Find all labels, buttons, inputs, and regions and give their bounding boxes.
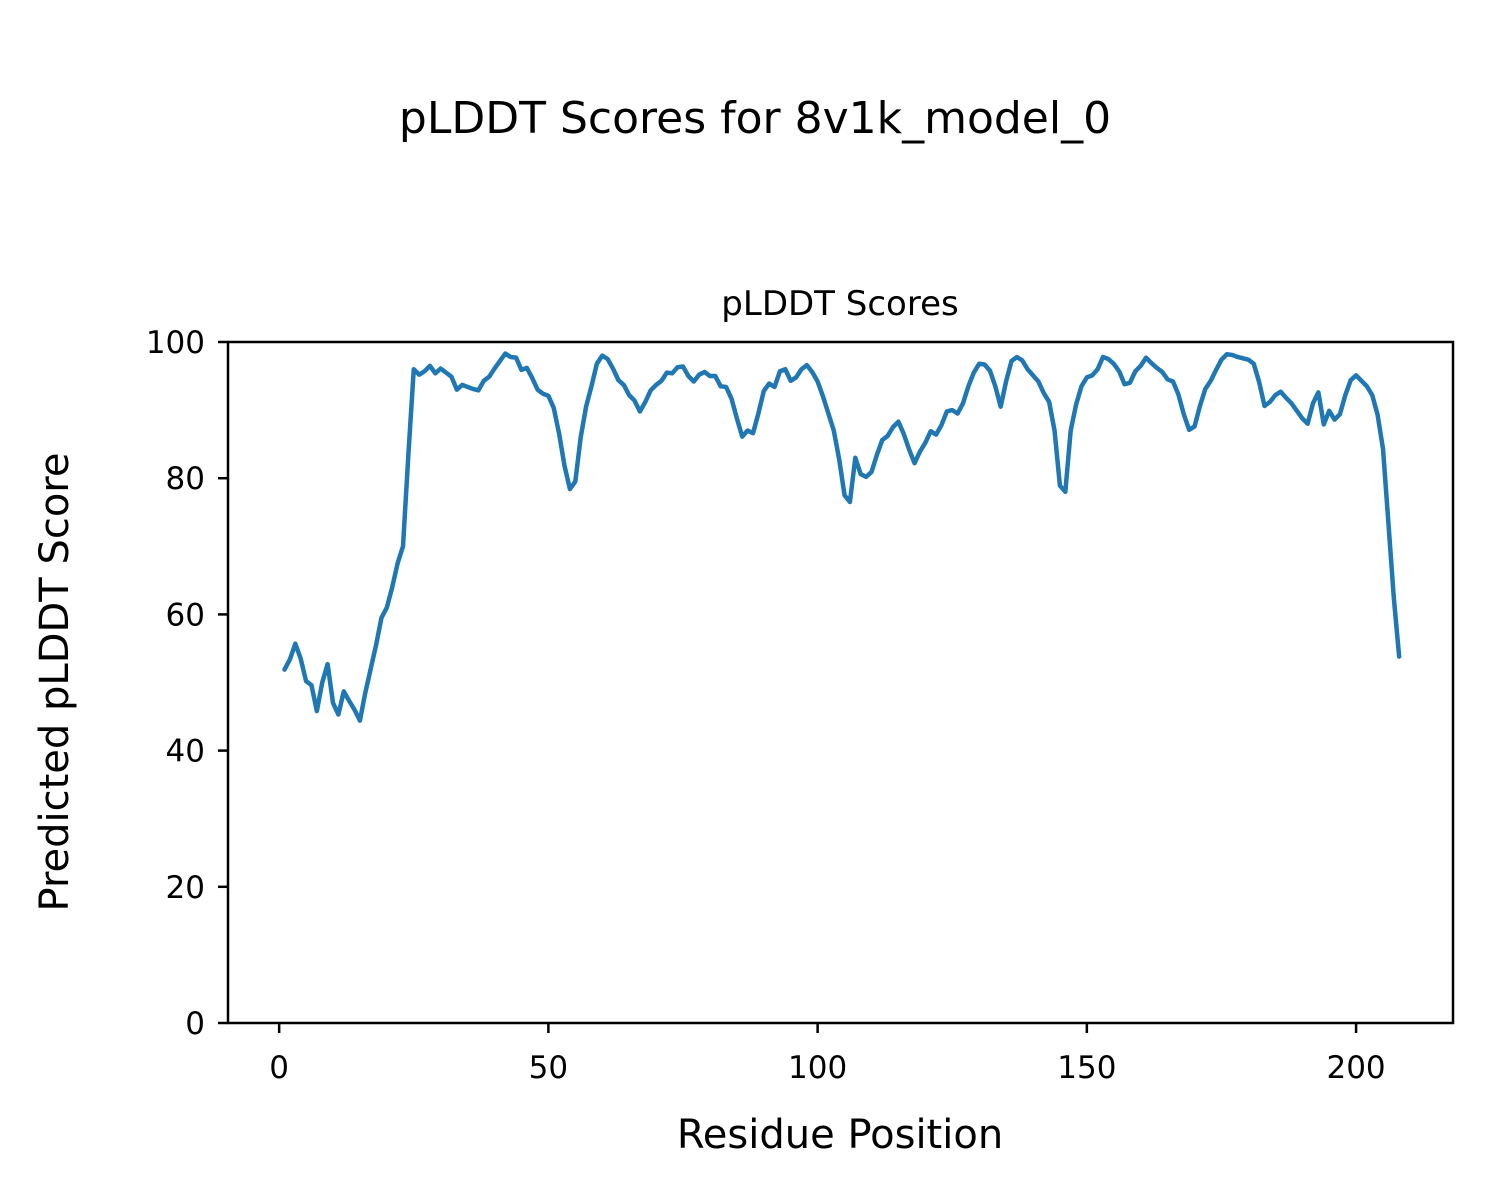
axes-title: pLDDT Scores [721, 284, 958, 324]
plddt-line [282, 351, 1402, 723]
y-tick-label: 100 [146, 325, 205, 361]
x-tick-label: 100 [788, 1050, 847, 1086]
y-tick-label: 20 [166, 870, 205, 906]
figure-title: pLDDT Scores for 8v1k_model_0 [399, 93, 1111, 144]
x-tick-label: 0 [269, 1050, 289, 1086]
y-tick-label: 40 [166, 734, 205, 770]
y-tick-label: 60 [166, 597, 205, 633]
x-tick-label: 200 [1326, 1050, 1385, 1086]
y-tick-label: 0 [185, 1006, 205, 1042]
y-axis-label: Predicted pLDDT Score [32, 453, 78, 912]
plot-border [226, 340, 1455, 1025]
x-axis-label: Residue Position [677, 1112, 1003, 1158]
x-axis-ticks: 0 50 100 150 200 [269, 1023, 1386, 1086]
x-tick-label: 50 [529, 1050, 568, 1086]
series-group [282, 351, 1402, 723]
y-axis-ticks: 0 20 40 60 80 100 [146, 325, 228, 1042]
x-tick-label: 150 [1057, 1050, 1116, 1086]
y-tick-label: 80 [166, 461, 205, 497]
